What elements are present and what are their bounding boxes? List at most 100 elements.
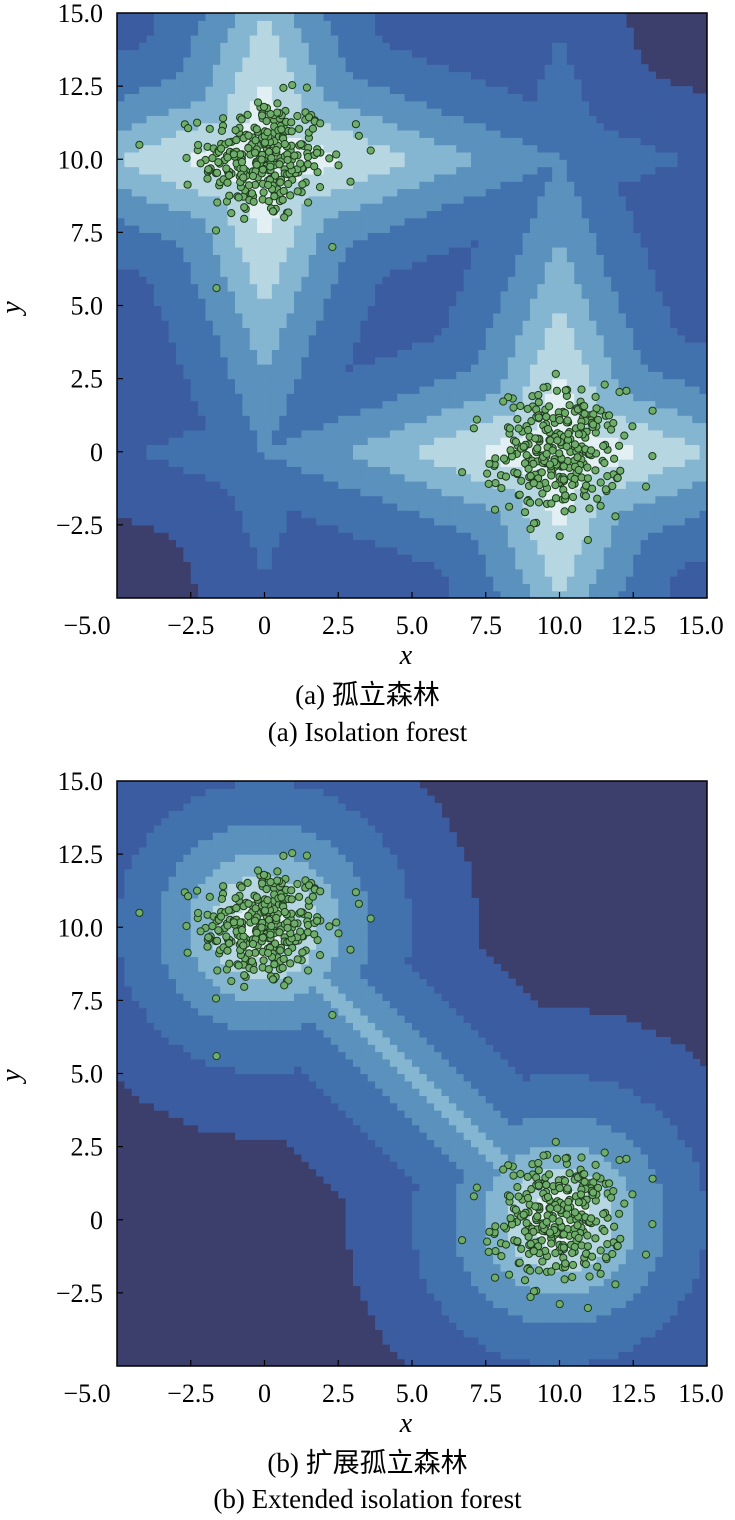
cluster-0-point — [296, 159, 305, 168]
cluster-1-point — [517, 476, 526, 485]
x-tick-label: −2.5 — [167, 1379, 214, 1408]
cluster-1-point — [641, 1250, 651, 1259]
cluster-0-point — [240, 982, 249, 991]
cluster-0-point — [234, 961, 243, 970]
cluster-1-point — [552, 1154, 562, 1163]
cluster-0-point — [288, 849, 297, 858]
cluster-0-point — [266, 930, 275, 939]
cluster-1-point — [555, 1300, 564, 1309]
cluster-1-point — [551, 1262, 561, 1271]
cluster-1-point — [562, 442, 571, 451]
cluster-1-point — [648, 406, 657, 415]
cluster-0-point — [204, 165, 213, 174]
cluster-1-point — [524, 464, 533, 473]
cluster-1-point — [523, 425, 533, 435]
cluster-1-point — [574, 465, 583, 475]
cluster-1-point — [555, 1217, 564, 1226]
cluster-1-point — [523, 1172, 532, 1181]
cluster-1-point — [501, 1240, 511, 1249]
cluster-0-point — [244, 131, 253, 140]
cluster-1-point — [561, 1154, 570, 1163]
cluster-0-point — [293, 879, 302, 889]
cluster-1-point — [608, 481, 617, 491]
cluster-1-point — [511, 1205, 521, 1214]
cluster-1-point — [499, 454, 509, 463]
cluster-1-point — [607, 1193, 616, 1202]
cluster-0-point — [248, 939, 258, 949]
cluster-0-point — [263, 896, 272, 905]
x-tick-label: 10.0 — [537, 611, 583, 640]
cluster-0-point — [231, 126, 240, 135]
x-tick-label: 15.0 — [678, 611, 724, 640]
cluster-1-point — [591, 1160, 600, 1169]
cluster-0-point — [296, 908, 305, 917]
cluster-0-point — [184, 892, 193, 901]
cluster-1-point — [615, 1155, 624, 1165]
cluster-1-point — [565, 1169, 574, 1178]
cluster-1-point — [491, 1247, 500, 1256]
cluster-0-point — [223, 946, 232, 955]
cluster-1-point — [548, 446, 557, 455]
cluster-1-point — [514, 424, 523, 433]
cluster-0-point — [203, 942, 212, 951]
cluster-1-point — [529, 479, 538, 488]
cluster-1-point — [615, 441, 624, 450]
contour-field — [117, 13, 707, 598]
cluster-0-point — [277, 125, 286, 134]
cluster-0-point — [271, 939, 280, 948]
cluster-1-point — [608, 1249, 617, 1259]
cluster-1-point — [509, 403, 518, 412]
cluster-1-point — [581, 1260, 591, 1269]
cluster-0-point — [244, 949, 254, 958]
cluster-1-point — [555, 532, 564, 541]
cluster-1-point — [599, 1209, 608, 1219]
cluster-1-point — [539, 383, 548, 392]
y-tick-label: 15.0 — [58, 0, 104, 28]
cluster-0-point — [270, 192, 279, 201]
cluster-1-point — [574, 430, 583, 439]
cluster-0-point — [196, 927, 205, 936]
cluster-0-point — [266, 109, 275, 119]
outlier-point — [328, 242, 337, 252]
cluster-0-point — [280, 213, 289, 222]
cluster-1-point — [526, 1240, 535, 1249]
cluster-1-point — [596, 501, 605, 510]
cluster-0-point — [205, 892, 214, 901]
cluster-1-point — [591, 466, 600, 475]
cluster-0-point — [227, 209, 236, 218]
cluster-1-point — [526, 1292, 535, 1302]
cluster-0-point — [260, 138, 270, 147]
cluster-1-point — [583, 463, 592, 472]
x-tick-label: 2.5 — [322, 611, 355, 640]
outlier-point — [328, 1010, 337, 1020]
cluster-1-point — [596, 1246, 605, 1255]
cluster-0-point — [259, 102, 269, 112]
cluster-1-point — [601, 1253, 611, 1262]
cluster-0-point — [264, 180, 273, 190]
cluster-1-point — [581, 492, 591, 501]
y-tick-label: 12.5 — [58, 72, 104, 101]
cluster-0-point — [258, 879, 267, 888]
cluster-1-point — [574, 1233, 583, 1243]
cluster-1-point — [583, 1242, 593, 1251]
cluster-1-point — [534, 390, 543, 400]
cluster-1-point — [546, 436, 555, 445]
cluster-1-point — [522, 451, 531, 460]
cluster-1-point — [585, 1272, 594, 1281]
cluster-0-point — [264, 965, 273, 974]
cluster-1-point — [576, 422, 586, 431]
cluster-0-point — [304, 966, 313, 975]
cluster-0-point — [273, 108, 282, 117]
cluster-1-point — [589, 1188, 598, 1197]
cluster-1-point — [600, 1148, 609, 1157]
cluster-0-point — [286, 959, 295, 968]
x-tick-label: 0 — [258, 611, 271, 640]
cluster-0-point — [268, 975, 278, 984]
cluster-0-point — [279, 851, 288, 861]
cluster-1-point — [559, 475, 568, 484]
cluster-1-point — [568, 480, 577, 490]
cluster-1-point — [605, 1179, 614, 1188]
cluster-1-point — [583, 535, 593, 545]
cluster-1-point — [497, 484, 506, 493]
cluster-1-point — [559, 1230, 568, 1239]
